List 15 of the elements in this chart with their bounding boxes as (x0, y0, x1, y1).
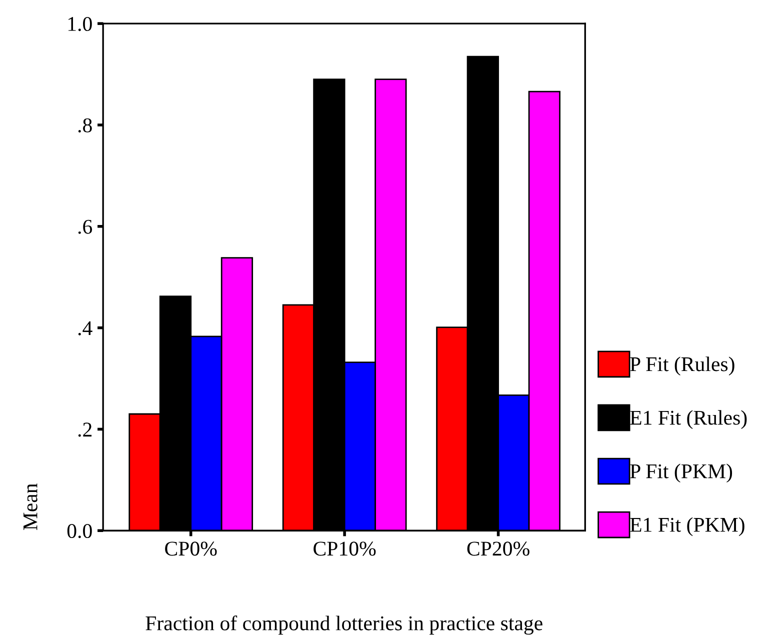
y-tick-label: .2 (78, 422, 92, 437)
y-tick-label: .4 (78, 321, 92, 336)
x-tick-label: CP20% (467, 542, 530, 556)
y-tick-label: .8 (78, 118, 92, 133)
x-tick-label: CP10% (314, 542, 376, 556)
y-tick-label: 0.0 (67, 524, 92, 538)
legend-label: E1 Fit (PKM) (630, 517, 744, 536)
y-axis-title: Mean (24, 484, 38, 530)
y-tick-label: .6 (78, 220, 92, 234)
legend-label: P Fit (PKM) (630, 464, 732, 483)
legend-label: E1 Fit (Rules) (630, 410, 747, 430)
legend-label: P Fit (Rules) (630, 356, 734, 376)
x-axis-title: Fraction of compound lotteries in practice stage (146, 615, 542, 635)
y-tick-label: 1.0 (68, 16, 92, 32)
x-tick-label: CP0% (165, 542, 217, 556)
